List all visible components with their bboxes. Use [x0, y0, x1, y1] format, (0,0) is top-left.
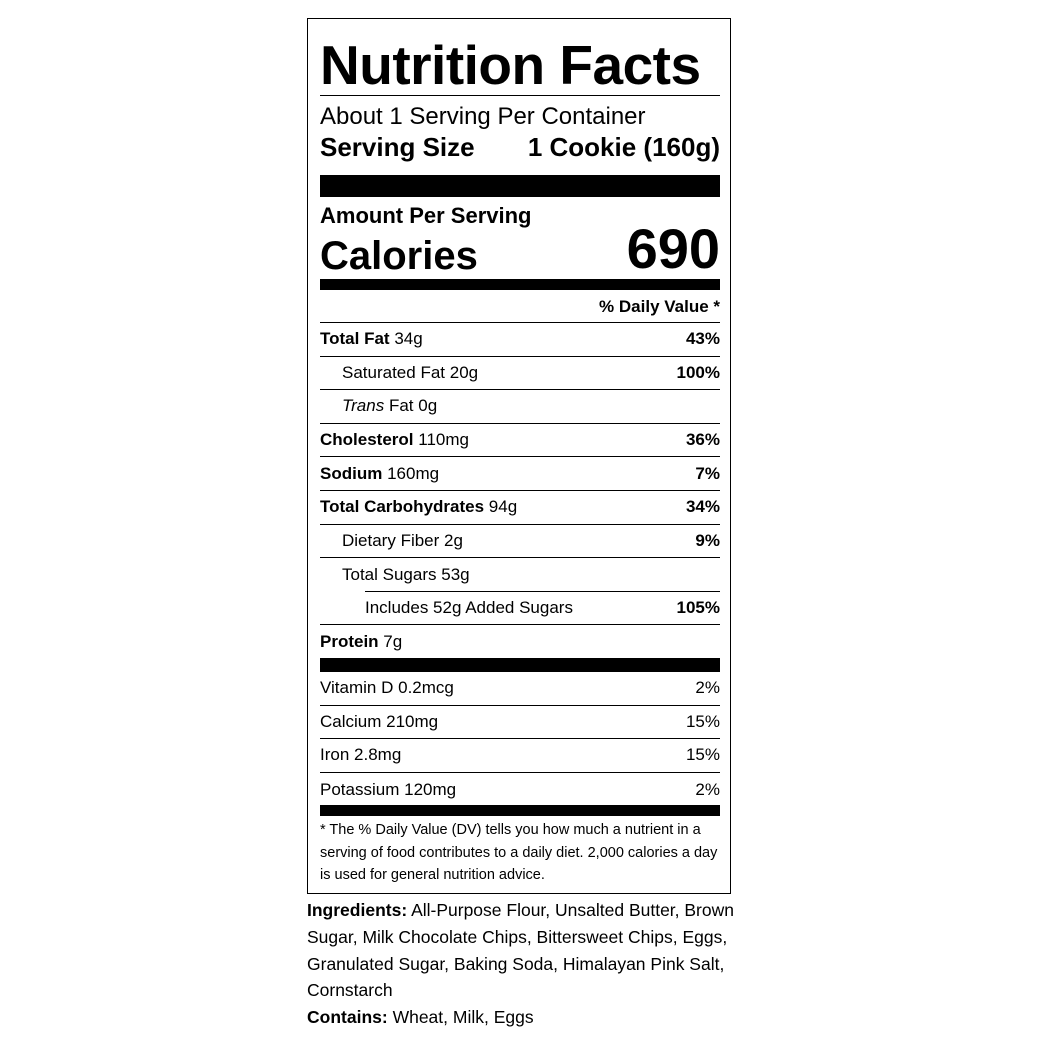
serving-size-value: 1 Cookie (160g)	[527, 132, 720, 162]
nutrient-name: Includes 52g	[365, 598, 462, 618]
nutrient-amount: 160mg	[387, 463, 440, 483]
nutrient-name-suffix: Fat	[388, 396, 414, 416]
ingredients-list: All-Purpose Flour, Unsalted Butter, Brow…	[307, 900, 734, 1001]
nutrient-amount: 110mg	[418, 430, 469, 450]
nutrient-row-protein: Protein 7g	[320, 625, 720, 659]
nutrient-row-sodium: Sodium 160mg 7%	[320, 457, 720, 491]
daily-value-footnote: * The % Daily Value (DV) tells you how m…	[320, 822, 718, 883]
nutrient-amount: 94g	[488, 497, 518, 517]
nutrient-dv: 34%	[685, 497, 720, 517]
nutrient-name: Protein	[320, 632, 379, 652]
servings-per-container: About 1 Serving Per Container	[320, 103, 646, 130]
nutrient-name: Cholesterol	[320, 430, 414, 450]
daily-value-header: % Daily Value *	[320, 291, 720, 323]
nutrient-name: Total Fat	[320, 329, 390, 349]
divider	[320, 95, 720, 96]
nutrient-row-saturated-fat: Saturated Fat 20g 100%	[320, 357, 720, 391]
nutrient-name: Dietary Fiber	[342, 530, 440, 550]
medium-divider	[320, 279, 720, 290]
vitamin-dv: 15%	[685, 745, 720, 765]
nutrient-amount: Added Sugars	[465, 598, 573, 618]
vitamin-amount: 120mg	[404, 779, 457, 799]
allergens: Contains: Wheat, Milk, Eggs	[307, 1004, 737, 1031]
nutrient-amount: 0g	[418, 396, 438, 416]
medium-divider	[320, 805, 720, 816]
vitamin-dv: 2%	[695, 678, 720, 698]
nutrient-amount: 53g	[441, 564, 470, 584]
serving-size: Serving Size 1 Cookie (160g)	[320, 131, 720, 163]
amount-per-serving: Amount Per Serving	[320, 203, 532, 228]
ingredients-section: Ingredients: All-Purpose Flour, Unsalted…	[307, 897, 737, 1031]
nutrient-dv: 7%	[695, 463, 720, 483]
serving-size-label: Serving Size	[320, 132, 475, 162]
contains-list: Wheat, Milk, Eggs	[392, 1007, 534, 1028]
contains-label: Contains:	[307, 1007, 388, 1028]
nutrient-dv: 9%	[695, 530, 720, 550]
thick-divider	[320, 658, 720, 672]
vitamin-name: Vitamin D	[320, 678, 394, 698]
vitamin-name: Potassium	[320, 779, 400, 799]
vitamin-row-calcium: Calcium 210mg 15%	[320, 706, 720, 740]
nutrient-dv: 100%	[676, 362, 720, 382]
nutrient-dv: 36%	[685, 430, 720, 450]
vitamin-amount: 0.2mcg	[398, 678, 454, 698]
vitamin-amount: 210mg	[386, 711, 439, 731]
nutrient-row-total-carbohydrates: Total Carbohydrates 94g 34%	[320, 491, 720, 525]
nutrient-row-added-sugars: Includes 52g Added Sugars 105%	[320, 592, 720, 626]
nutrient-name: Trans	[342, 396, 385, 416]
nutrient-row-trans-fat: Trans Fat 0g	[320, 390, 720, 424]
vitamin-row-iron: Iron 2.8mg 15%	[320, 739, 720, 773]
label-title: Nutrition Facts	[320, 34, 701, 96]
nutrient-name: Sodium	[320, 463, 383, 483]
thick-divider	[320, 175, 720, 197]
nutrient-dv: 105%	[676, 598, 720, 618]
nutrient-name: Total Sugars	[342, 564, 437, 584]
vitamin-dv: 2%	[695, 779, 720, 799]
nutrient-row-total-fat: Total Fat 34g 43%	[320, 323, 720, 357]
divider	[365, 591, 720, 592]
ingredients-label: Ingredients:	[307, 900, 408, 920]
nutrient-amount: 34g	[394, 329, 423, 349]
nutrient-row-total-sugars: Total Sugars 53g	[320, 558, 720, 592]
nutrient-amount: 20g	[449, 362, 479, 382]
calories-value: 690	[626, 217, 720, 280]
calories-label: Calories	[320, 234, 478, 278]
nutrient-amount: 2g	[444, 530, 463, 550]
nutrient-row-dietary-fiber: Dietary Fiber 2g 9%	[320, 525, 720, 559]
vitamin-amount: 2.8mg	[354, 745, 402, 765]
ingredients: Ingredients: All-Purpose Flour, Unsalted…	[307, 897, 737, 1004]
vitamin-name: Iron	[320, 745, 350, 765]
vitamin-dv: 15%	[685, 711, 720, 731]
nutrient-row-cholesterol: Cholesterol 110mg 36%	[320, 424, 720, 458]
nutrient-name: Saturated Fat	[342, 362, 446, 382]
calories-row: Calories 690	[320, 219, 720, 279]
vitamin-row-potassium: Potassium 120mg 2%	[320, 773, 720, 807]
nutrient-amount: 7g	[383, 632, 403, 652]
nutrient-name: Total Carbohydrates	[320, 497, 485, 517]
vitamin-row-vitamin-d: Vitamin D 0.2mcg 2%	[320, 672, 720, 706]
vitamin-name: Calcium	[320, 711, 382, 731]
nutrient-dv: 43%	[685, 329, 720, 349]
nutrition-facts-label: Nutrition Facts About 1 Serving Per Cont…	[307, 18, 731, 894]
